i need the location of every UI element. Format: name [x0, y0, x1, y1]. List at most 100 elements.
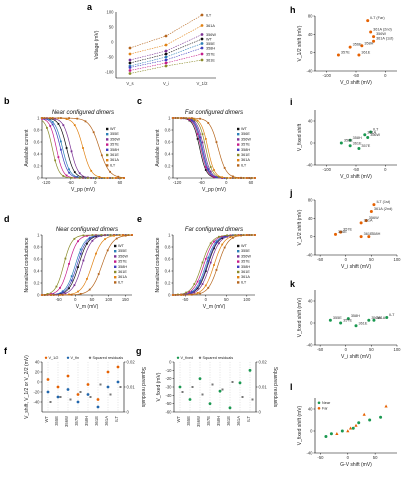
panel-c-point — [193, 120, 196, 123]
panel-b-point — [70, 176, 73, 179]
panel-f-resid-point — [99, 383, 102, 386]
panel-b-legend-marker — [106, 159, 109, 162]
panel-a-series-line — [129, 59, 203, 74]
panel-c-point — [229, 177, 232, 179]
panel-d-legend-marker — [114, 265, 117, 268]
panel-j-point — [364, 219, 368, 223]
panel-b-point — [59, 140, 62, 143]
panel-c-point — [213, 169, 215, 171]
panel-a-point — [200, 33, 204, 36]
panel-b-point — [54, 117, 57, 120]
panel-d-ytick-label: 0.4 — [34, 269, 40, 274]
panel-g-ytick-label: -20 — [165, 376, 172, 381]
panel-b-point — [84, 120, 87, 123]
panel-g-y2-ytick-label: 0 — [259, 410, 262, 415]
panel-e-point — [204, 270, 207, 273]
panel-b-point — [49, 125, 52, 127]
panel-f-point — [66, 374, 70, 378]
panel-d-legend-marker — [114, 244, 117, 248]
panel-i-letter: i — [290, 97, 293, 107]
panel-f-resid-point — [89, 396, 92, 398]
panel-i-point-label: 361E — [353, 141, 362, 145]
panel-e-point — [218, 235, 220, 238]
panel-h-point — [336, 53, 340, 57]
panel-k-point — [346, 317, 350, 321]
panel-f-point — [106, 370, 110, 374]
panel-i-xtick-label: 0 — [384, 167, 387, 172]
panel-b-legend-label: 355E — [110, 132, 119, 136]
panel-c-point — [248, 177, 251, 179]
panel-c-legend-label: 357E — [241, 143, 250, 147]
panel-h-ytick-label: -40 — [306, 69, 313, 74]
panel-d-ytick-label: 0.8 — [34, 245, 40, 250]
panel-e-legend-label: ILT — [241, 280, 247, 284]
panel-d-point — [64, 292, 67, 295]
panel-k-point — [367, 318, 371, 322]
panel-g-category-label: 361A — [236, 416, 241, 426]
panel-b-legend-marker — [106, 127, 109, 131]
panel-f-category-label: 355E — [54, 416, 59, 426]
panel-d-point — [95, 252, 97, 255]
panel-h-point — [366, 19, 370, 23]
panel-j-xtick-label: 100 — [394, 257, 402, 262]
panel-d-point — [104, 238, 106, 241]
panel-e-legend-marker — [237, 270, 240, 274]
panel-f-category-label: WT — [44, 416, 49, 423]
panel-f-category-label: 357E — [74, 416, 79, 426]
panel-e-point — [201, 283, 204, 285]
panel-c-point — [218, 176, 220, 178]
panel-d-point — [79, 293, 82, 295]
panel-c-xtick-label: -120 — [173, 180, 182, 185]
panel-l-point — [348, 426, 353, 430]
panel-b-point — [65, 118, 68, 120]
panel-h-point — [360, 44, 364, 48]
panel-g-resid-point — [191, 386, 194, 388]
panel-g-point — [178, 385, 182, 389]
panel-i-point — [357, 147, 361, 150]
panel-e-point — [213, 240, 215, 243]
panel-c-point — [174, 117, 177, 119]
panel-i-point — [348, 144, 352, 148]
panel-j-ytick-label: 80 — [308, 198, 313, 203]
panel-k-letter: k — [290, 279, 296, 289]
panel-l-point — [329, 432, 333, 436]
panel-f-resid-point — [119, 386, 122, 388]
panel-g-category-label: ILT — [246, 416, 251, 422]
panel-e-legend-marker — [237, 255, 240, 258]
panel-f-ytick-label: -40 — [33, 400, 40, 405]
panel-c-legend-label: 358H — [241, 148, 250, 152]
panel-c-legend-marker — [237, 127, 240, 131]
panel-b-point — [57, 156, 60, 158]
panel-g-point — [218, 389, 222, 393]
panel-k-ytick-label: -40 — [306, 343, 313, 348]
panel-b-legend-label: 356W — [110, 137, 120, 141]
panel-j-point-label: 361A — [364, 218, 373, 222]
panel-a-series-line — [129, 38, 203, 64]
panel-f-legend-label: Squared residuals — [93, 356, 124, 360]
panel-e-legend-marker — [237, 244, 240, 248]
panel-c-xlabel: V_pp (mV) — [202, 187, 226, 193]
panel-c-point — [193, 118, 196, 121]
panel-a-point — [200, 24, 204, 27]
panel-i-point — [369, 130, 373, 134]
panel-d-legend-label: WT — [118, 244, 125, 248]
panel-g-resid-point — [241, 396, 244, 398]
panel-f-legend-label: V_1/2 — [49, 356, 59, 360]
panel-c-point — [215, 141, 218, 143]
panel-l-legend-label: Far — [322, 407, 328, 411]
panel-g-resid-point — [181, 391, 184, 393]
panel-k-ylabel: V_fixed shift (mV) — [297, 297, 303, 337]
panel-i-point-label: 356W — [370, 133, 380, 137]
panel-e-legend-marker — [237, 265, 240, 268]
panel-i-point-label: 361A — [367, 130, 376, 134]
panel-f-y2-ytick-label: 0 — [127, 410, 130, 415]
panel-d-point — [77, 290, 79, 293]
panel-d-xlabel: V_m (mV) — [76, 304, 99, 310]
panel-i-xtick-label: -50 — [353, 167, 360, 172]
panel-g-legend-label: Squared residuals — [203, 356, 234, 360]
panel-k-point-label: 356W — [371, 316, 381, 320]
panel-e-point — [207, 256, 210, 259]
panel-e-xtick-label: 100 — [243, 297, 251, 302]
panel-e-point — [237, 234, 240, 237]
panel-f-category-label: ILT — [114, 416, 119, 422]
